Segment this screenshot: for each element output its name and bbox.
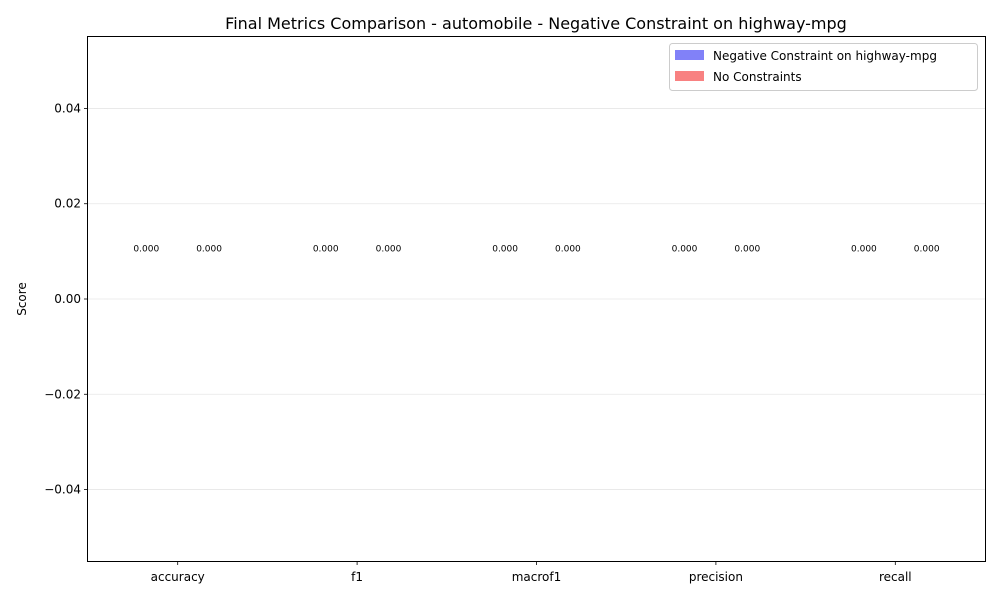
y-tick-label: 0.04 (54, 101, 81, 115)
bar-value-label: 0.000 (555, 244, 581, 254)
legend: Negative Constraint on highway-mpg No Co… (669, 43, 978, 91)
y-tick-label: 0.00 (54, 292, 81, 306)
bar-value-label: 0.000 (313, 244, 339, 254)
bar-value-label: 0.000 (492, 244, 518, 254)
x-tick-label-macrof1: macrof1 (512, 570, 562, 584)
y-axis-ticks: −0.04 −0.02 0.00 0.02 0.04 (44, 101, 88, 497)
legend-label-no-constraints: No Constraints (713, 70, 802, 84)
legend-swatch-negative-constraint (675, 50, 704, 60)
x-tick-label-accuracy: accuracy (151, 570, 205, 584)
bar-value-label: 0.000 (851, 244, 877, 254)
x-axis-ticks: accuracy f1 macrof1 precision recall (151, 561, 912, 584)
bar-value-label: 0.000 (376, 244, 402, 254)
x-tick-label-f1: f1 (351, 570, 363, 584)
x-tick-label-precision: precision (689, 570, 743, 584)
bar-value-label: 0.000 (672, 244, 698, 254)
x-tick-label-recall: recall (879, 570, 912, 584)
y-tick-label: −0.02 (44, 387, 81, 401)
legend-box (669, 43, 978, 91)
bar-value-label: 0.000 (914, 244, 940, 254)
chart-title: Final Metrics Comparison - automobile - … (225, 14, 847, 33)
y-tick-label: −0.04 (44, 483, 81, 497)
bar-value-label: 0.000 (734, 244, 760, 254)
bar-value-label: 0.000 (133, 244, 159, 254)
bar-labels: 0.000 0.000 0.000 0.000 0.000 0.000 0.000 0.000… (133, 244, 939, 254)
legend-label-negative-constraint: Negative Constraint on highway-mpg (713, 49, 937, 63)
legend-swatch-no-constraints (675, 71, 704, 81)
grid-lines (88, 108, 985, 490)
y-tick-label: 0.02 (54, 197, 81, 211)
bar-value-label: 0.000 (196, 244, 222, 254)
y-axis-label: Score (15, 282, 29, 316)
